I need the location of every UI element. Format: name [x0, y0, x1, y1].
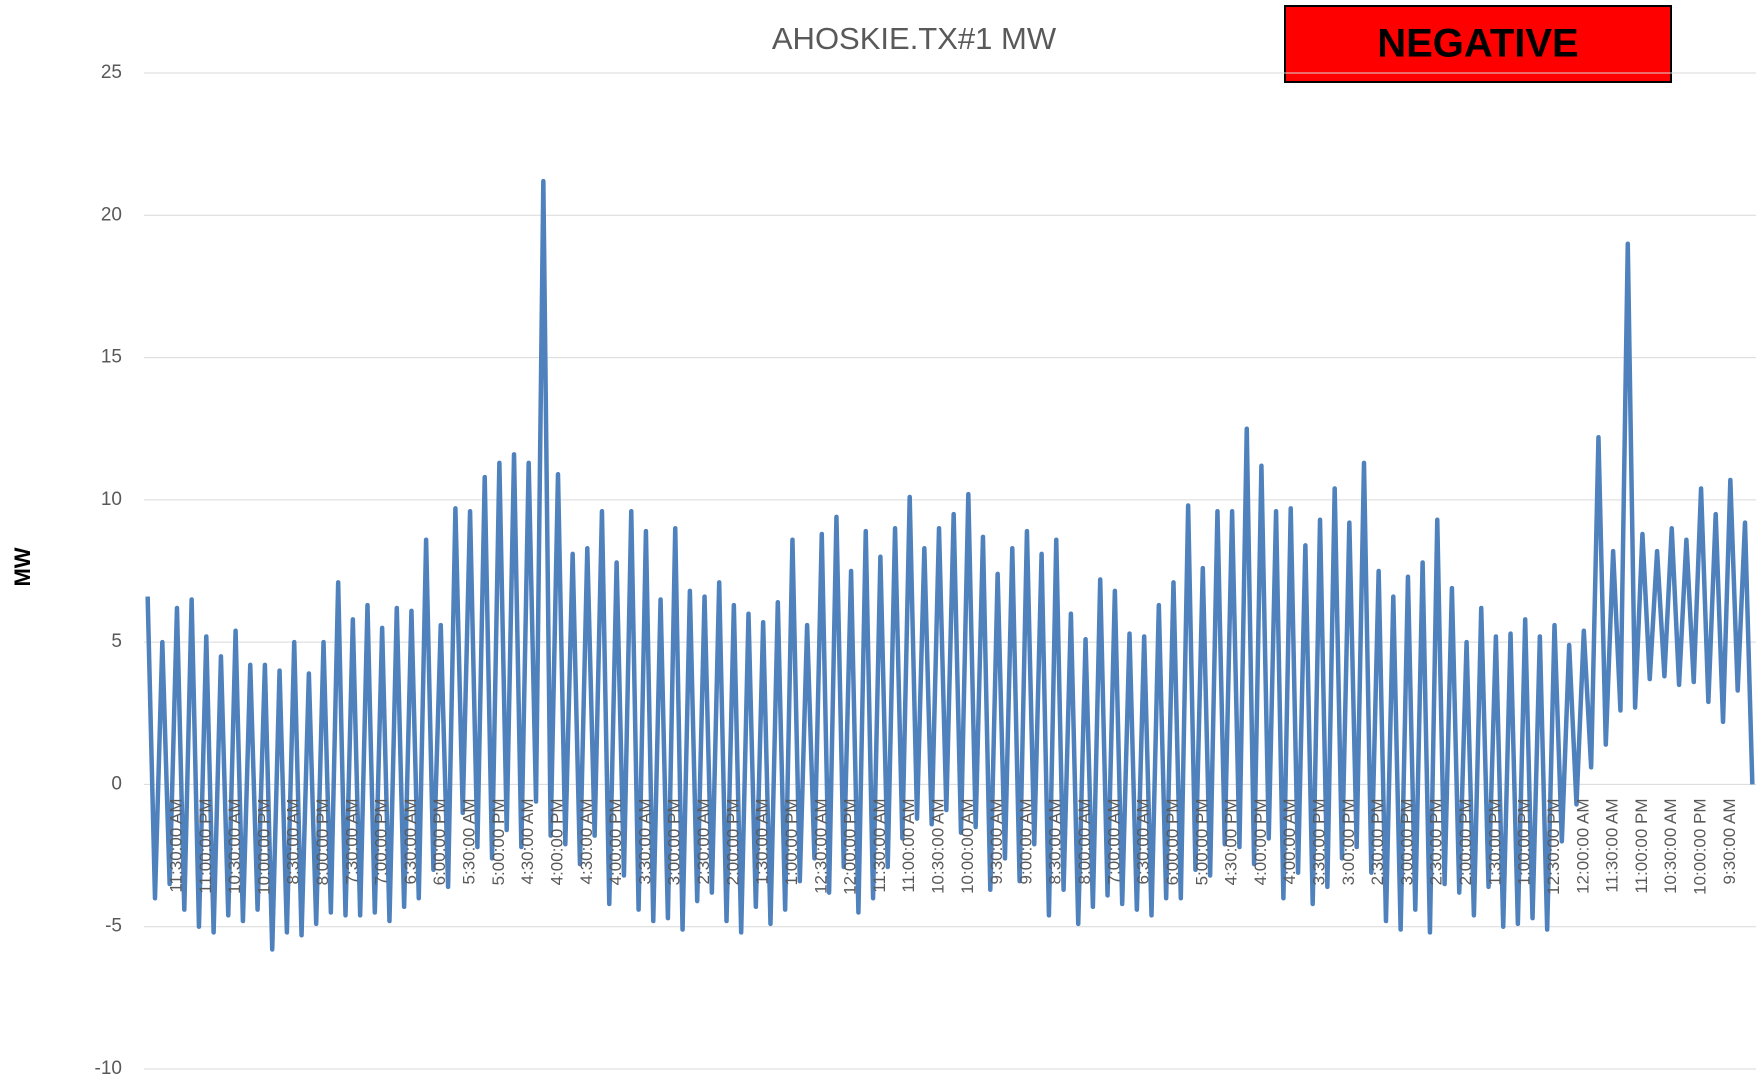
x-tick-label: 7:00:00 AM	[1104, 798, 1123, 884]
x-tick-label: 6:30:00 AM	[1134, 798, 1153, 884]
x-tick-label: 3:00:00 PM	[665, 798, 684, 885]
y-tick-label: 0	[111, 773, 122, 794]
x-tick-label: 7:30:00 AM	[342, 798, 361, 884]
x-tick-label: 5:00:00 PM	[1192, 798, 1211, 885]
x-tick-label: 3:00:00 PM	[1397, 798, 1416, 885]
y-tick-label: 15	[101, 347, 122, 368]
x-tick-label: 4:30:00 PM	[1222, 798, 1241, 885]
annotation: NEGATIVE	[1377, 22, 1579, 66]
x-tick-label: 10:30:00 AM	[928, 798, 947, 893]
x-tick-label: 12:30:00 PM	[1544, 798, 1563, 894]
x-tick-label: 2:00:00 PM	[723, 798, 742, 885]
x-tick-label: 10:30:00 AM	[225, 798, 244, 893]
x-tick-label: 4:30:00 AM	[577, 798, 596, 884]
x-tick-label: 5:30:00 AM	[460, 798, 479, 884]
x-tick-label: 7:00:00 PM	[372, 798, 391, 885]
x-tick-label: 1:30:00 PM	[1485, 798, 1504, 885]
x-tick-label: 12:00:00 AM	[1573, 798, 1592, 893]
x-tick-label: 9:00:00 AM	[1016, 798, 1035, 884]
x-tick-label: 8:30:00 AM	[284, 798, 303, 884]
y-tick-label: -5	[105, 916, 122, 937]
x-tick-label: 5:00:00 PM	[489, 798, 508, 885]
chart-title: AHOSKIE.TX#1 MW	[772, 21, 1057, 56]
x-tick-label: 2:00:00 PM	[1456, 798, 1475, 885]
x-tick-label: 1:30:00 AM	[753, 798, 772, 884]
x-tick-label: 11:00:00 PM	[196, 798, 215, 893]
x-tick-label: 11:00:00 PM	[1632, 798, 1651, 893]
x-tick-label: 9:30:00 AM	[1720, 798, 1739, 884]
x-tick-label: 8:30:00 AM	[1046, 798, 1065, 884]
x-tick-label: 12:00:00 PM	[841, 798, 860, 894]
x-tick-label: 10:00:00 AM	[958, 798, 977, 893]
x-tick-label: 6:00:00 PM	[1163, 798, 1182, 885]
y-tick-label: 25	[101, 62, 122, 83]
x-tick-label: 4:00:00 PM	[1251, 798, 1270, 885]
x-tick-label: 2:30:00 PM	[1368, 798, 1387, 885]
x-tick-label: 6:00:00 PM	[430, 798, 449, 885]
x-tick-label: 2:30:00 AM	[694, 798, 713, 884]
x-tick-label: 3:30:00 PM	[1310, 798, 1329, 885]
x-tick-label: 10:00:00 PM	[1691, 798, 1710, 894]
x-tick-label: 11:30:00 AM	[870, 798, 889, 892]
x-tick-label: 11:30:00 AM	[1603, 798, 1622, 892]
y-tick-label: 5	[111, 631, 122, 652]
x-tick-label: 1:00:00 PM	[1515, 798, 1534, 885]
x-tick-label: 8:00:00 PM	[313, 798, 332, 885]
x-tick-label: 11:30:00 AM	[166, 798, 185, 892]
x-tick-label: 3:30:00 AM	[635, 798, 654, 884]
x-tick-label: 10:30:00 AM	[1661, 798, 1680, 893]
y-axis-label: MW	[10, 547, 35, 586]
x-tick-label: 4:00:00 PM	[547, 798, 566, 885]
x-tick-label: 4:30:00 AM	[518, 798, 537, 884]
y-tick-label: 10	[101, 489, 122, 510]
x-tick-label: 11:00:00 AM	[899, 798, 918, 892]
annotation-box	[1284, 5, 1672, 83]
data-line	[145, 178, 1755, 952]
x-tick-label: 2:30:00 PM	[1427, 798, 1446, 885]
x-tick-label: 10:00:00 PM	[254, 798, 273, 894]
x-tick-label: 4:00:00 PM	[606, 798, 625, 885]
y-tick-label: 20	[101, 204, 122, 225]
x-tick-label: 12:30:00 AM	[811, 798, 830, 893]
x-tick-label: 1:00:00 PM	[782, 798, 801, 885]
x-tick-label: 4:00:00 AM	[1280, 798, 1299, 884]
y-tick-label: -10	[95, 1058, 122, 1079]
x-tick-label: 8:00:00 AM	[1075, 798, 1094, 884]
x-tick-label: 3:00:00 PM	[1339, 798, 1358, 885]
x-tick-label: 6:30:00 AM	[401, 798, 420, 884]
x-tick-label: 9:30:00 AM	[987, 798, 1006, 884]
